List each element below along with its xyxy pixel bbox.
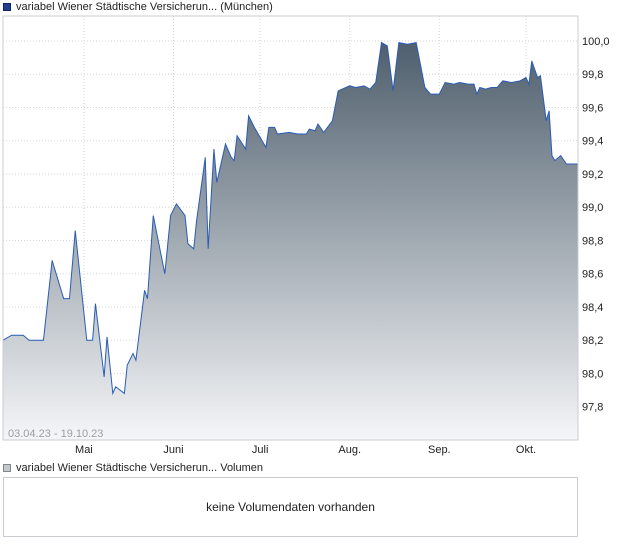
- volume-legend-label: variabel Wiener Städtische Versicherun..…: [16, 462, 264, 474]
- x-tick-label: Sep.: [428, 444, 451, 456]
- x-tick-label: Juli: [252, 444, 269, 456]
- y-tick-label: 99,6: [582, 102, 603, 114]
- y-tick-label: 99,8: [582, 69, 603, 81]
- plot-frame: [2, 15, 579, 441]
- y-tick-label: 97,8: [582, 402, 603, 414]
- y-tick-label: 98,6: [582, 269, 603, 281]
- y-tick-label: 100,0: [582, 36, 610, 48]
- volume-panel: keine Volumendaten vorhanden: [3, 477, 578, 537]
- price-legend: variabel Wiener Städtische Versicherun..…: [3, 0, 273, 14]
- y-tick-label: 98,2: [582, 335, 603, 347]
- y-tick-label: 99,2: [582, 169, 603, 181]
- price-chart: 97,8 98,0 98,2 98,4 98,6 98,8 99,0 99,2 99,4 99,6…: [2, 15, 610, 456]
- x-tick-label: Mai: [75, 444, 93, 456]
- date-range-label: 03.04.23 - 19.10.23: [8, 428, 103, 440]
- y-tick-label: 98,0: [582, 368, 603, 380]
- x-tick-label: Juni: [163, 444, 183, 456]
- y-tick-label: 98,8: [582, 235, 603, 247]
- y-tick-label: 98,4: [582, 302, 603, 314]
- y-tick-label: 99,4: [582, 136, 603, 148]
- price-legend-swatch: [3, 3, 11, 11]
- price-legend-label: variabel Wiener Städtische Versicherun..…: [16, 1, 273, 13]
- price-area: [3, 42, 578, 440]
- price-line: [2, 41, 578, 396]
- x-axis-labels: Mai Juni Juli Aug. Sep. Okt.: [75, 444, 536, 456]
- volume-legend-swatch: [3, 464, 11, 472]
- y-tick-label: 99,0: [582, 202, 603, 214]
- x-tick-label: Aug.: [338, 444, 361, 456]
- volume-empty-message: keine Volumendaten vorhanden: [206, 500, 375, 514]
- x-tick-label: Okt.: [516, 444, 536, 456]
- y-axis-labels: 97,8 98,0 98,2 98,4 98,6 98,8 99,0 99,2 99,4 99,6…: [582, 36, 610, 414]
- volume-legend: variabel Wiener Städtische Versicherun..…: [3, 461, 263, 475]
